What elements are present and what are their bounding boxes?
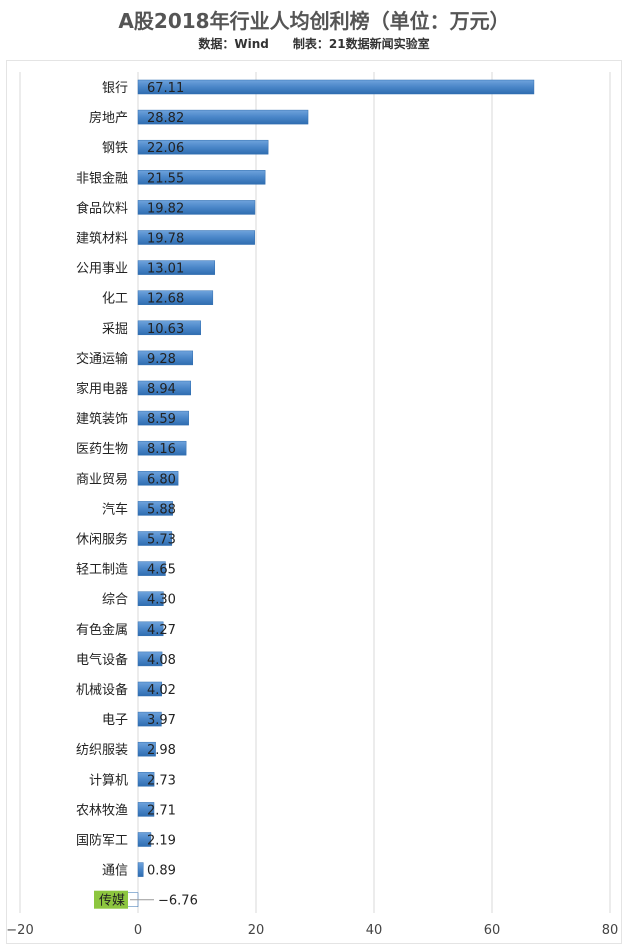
bar xyxy=(137,531,173,546)
category-label: 纺织服装 xyxy=(76,743,128,758)
category-label: 房地产 xyxy=(89,110,128,126)
chart-subtitle: 数据：Wind 制表：21数据新闻实验室 xyxy=(198,37,430,51)
category-label: 采掘 xyxy=(102,322,128,337)
chart-frame xyxy=(6,60,622,944)
data-label: 21.55 xyxy=(147,171,184,186)
data-label: 0.89 xyxy=(147,864,176,879)
bar xyxy=(137,561,166,576)
category-label: 钢铁 xyxy=(102,141,128,156)
data-label: 4.27 xyxy=(147,623,176,638)
category-label: 轻工制造 xyxy=(76,563,128,578)
bar xyxy=(137,410,189,426)
data-label: 19.78 xyxy=(147,232,184,247)
category-label: 机械设备 xyxy=(76,682,128,698)
x-tick-label: 0 xyxy=(134,923,142,938)
data-label: 67.11 xyxy=(147,81,184,96)
data-label: 19.82 xyxy=(147,201,184,216)
category-label: 电气设备 xyxy=(76,652,128,668)
bar xyxy=(137,109,309,125)
x-tick-label: 80 xyxy=(602,923,619,938)
bar xyxy=(137,501,173,516)
category-label: 食品饮料 xyxy=(76,200,128,216)
category-label: 商业贸易 xyxy=(76,472,128,487)
x-tick-label: 60 xyxy=(484,923,501,938)
category-label: 公用事业 xyxy=(76,262,128,277)
bar xyxy=(137,320,201,336)
category-label: 计算机 xyxy=(89,773,128,788)
bar xyxy=(137,862,144,877)
bar xyxy=(137,711,162,727)
data-label: 13.01 xyxy=(147,262,184,277)
category-label: 家用电器 xyxy=(76,381,128,397)
bar xyxy=(137,802,155,817)
chart-title: A股2018年行业人均创利榜（单位：万元） xyxy=(118,9,510,33)
bar xyxy=(137,139,269,155)
x-tick-label: −20 xyxy=(6,923,33,938)
category-label: 传媒 xyxy=(99,894,125,909)
bar xyxy=(137,621,164,637)
data-label: 8.59 xyxy=(147,412,176,427)
category-label: 综合 xyxy=(102,593,128,608)
data-label: 2.98 xyxy=(147,743,176,758)
bar xyxy=(137,832,152,847)
category-label: 有色金属 xyxy=(76,622,128,638)
data-label: 9.28 xyxy=(147,352,176,367)
data-label: 4.30 xyxy=(147,593,176,608)
bar xyxy=(137,350,194,366)
x-tick-label: 40 xyxy=(366,923,383,938)
category-label: 国防军工 xyxy=(76,833,128,849)
bar xyxy=(137,230,255,245)
bar xyxy=(137,260,216,275)
category-label: 电子 xyxy=(102,713,128,728)
category-label: 休闲服务 xyxy=(76,532,128,548)
category-label: 银行 xyxy=(102,81,128,96)
data-label: 3.97 xyxy=(147,713,176,728)
data-label: 28.82 xyxy=(147,111,184,126)
category-label: 化工 xyxy=(102,292,128,307)
bar xyxy=(137,681,162,697)
data-label: 5.73 xyxy=(147,533,176,548)
data-label: 12.68 xyxy=(147,292,184,307)
bar xyxy=(137,290,214,305)
category-label: 医药生物 xyxy=(76,442,128,457)
bar xyxy=(137,79,535,95)
data-label: 4.02 xyxy=(147,683,176,698)
bar xyxy=(137,772,155,787)
bar xyxy=(137,170,266,185)
data-label: 2.71 xyxy=(147,803,176,818)
data-label: 4.65 xyxy=(147,563,176,578)
bar xyxy=(137,440,187,456)
category-label: 建筑装饰 xyxy=(76,411,128,427)
bar xyxy=(137,471,179,486)
data-label: 2.19 xyxy=(147,834,176,849)
highlight-label-bg xyxy=(94,890,128,909)
category-label: 非银金融 xyxy=(76,170,128,186)
category-label: 汽车 xyxy=(102,501,128,517)
data-label: 22.06 xyxy=(147,141,184,156)
category-label: 建筑材料 xyxy=(76,231,128,247)
bar xyxy=(137,741,156,757)
bar xyxy=(137,651,163,667)
data-label: 2.73 xyxy=(147,773,176,788)
category-label: 农林牧渔 xyxy=(76,803,128,818)
data-label: 8.16 xyxy=(147,442,176,457)
data-label: 4.08 xyxy=(147,653,176,668)
bar xyxy=(137,200,256,215)
data-label: 8.94 xyxy=(147,382,176,397)
bar xyxy=(137,591,164,606)
data-label: 6.80 xyxy=(147,472,176,487)
data-label: −6.76 xyxy=(158,894,198,909)
bar xyxy=(137,380,191,396)
x-tick-label: 20 xyxy=(248,923,265,938)
data-label: 5.88 xyxy=(147,502,176,517)
category-label: 通信 xyxy=(102,864,128,879)
category-label: 交通运输 xyxy=(76,351,128,367)
data-label: 10.63 xyxy=(147,322,184,337)
